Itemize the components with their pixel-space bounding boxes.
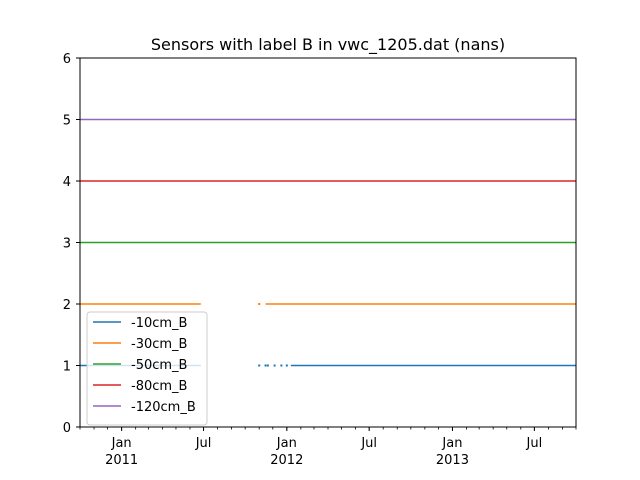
chart-title: Sensors with label B in vwc_1205.dat (na… bbox=[151, 35, 505, 55]
series-marker-point bbox=[258, 364, 261, 367]
x-tick-label: Jul bbox=[195, 436, 212, 451]
legend-label: -120cm_B bbox=[131, 400, 196, 415]
legend-box bbox=[86, 311, 208, 426]
series-marker-point bbox=[280, 364, 283, 367]
series-30cmB bbox=[80, 303, 576, 305]
legend-label: -10cm_B bbox=[131, 316, 187, 331]
y-tick-label: 1 bbox=[63, 360, 71, 375]
y-tick-label: 4 bbox=[63, 175, 71, 190]
plot-series bbox=[80, 118, 576, 367]
y-tick-label: 2 bbox=[63, 298, 71, 313]
x-tick-label: Jul bbox=[526, 436, 543, 451]
legend-label: -30cm_B bbox=[131, 337, 187, 352]
series-marker-point bbox=[264, 364, 267, 367]
x-tick-label: Jul bbox=[360, 436, 377, 451]
x-tick-label: Jan bbox=[111, 436, 132, 451]
series-marker-point bbox=[266, 364, 269, 367]
y-axis: 0 1 2 3 4 5 6 bbox=[63, 52, 80, 436]
legend: -10cm_B -30cm_B -50cm_B -80cm_B -120cm_B bbox=[86, 311, 208, 426]
y-tick-label: 6 bbox=[63, 52, 71, 67]
x-tick-label: Jan bbox=[441, 436, 462, 451]
x-tick-year-label: 2013 bbox=[436, 453, 469, 468]
y-tick-label: 5 bbox=[63, 114, 71, 129]
series-marker-point bbox=[285, 364, 288, 367]
x-tick-year-label: 2011 bbox=[105, 453, 138, 468]
x-tick-label: Jan bbox=[276, 436, 297, 451]
series-marker-point bbox=[273, 364, 276, 367]
x-tick-year-label: 2012 bbox=[270, 453, 303, 468]
legend-label: -50cm_B bbox=[131, 358, 187, 373]
plot-area-frame bbox=[79, 57, 577, 428]
y-tick-label: 0 bbox=[63, 421, 71, 436]
series-marker-point bbox=[258, 303, 261, 305]
legend-label: -80cm_B bbox=[131, 379, 187, 394]
y-tick-label: 3 bbox=[63, 237, 71, 252]
